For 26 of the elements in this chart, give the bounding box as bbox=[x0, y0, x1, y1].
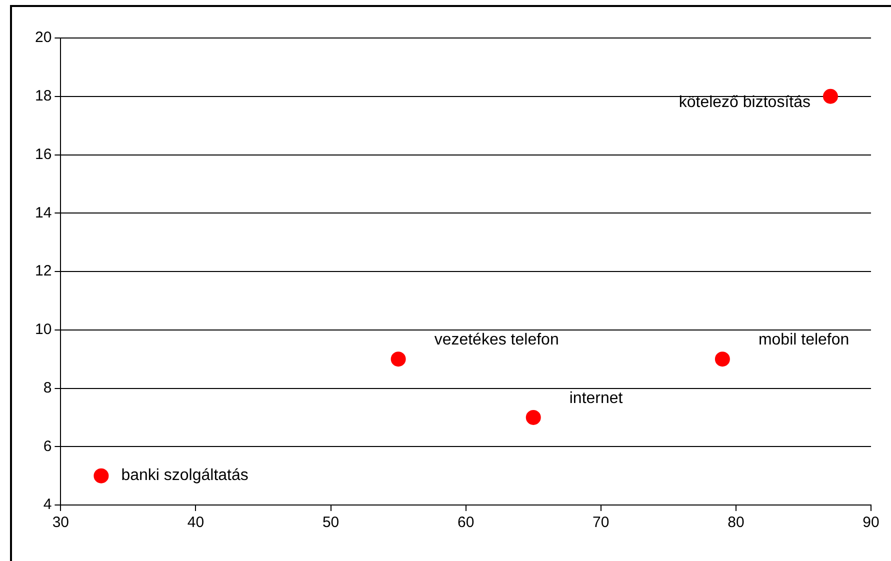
x-tick-label: 80 bbox=[728, 514, 744, 532]
y-tick-label: 16 bbox=[34, 146, 52, 163]
y-tick-label: 14 bbox=[34, 204, 52, 222]
point bbox=[94, 468, 109, 484]
annotation: internet bbox=[569, 390, 624, 407]
x-tick-label: 40 bbox=[187, 514, 204, 532]
y-tick-label: 12 bbox=[34, 262, 52, 280]
point bbox=[714, 352, 730, 367]
annotation: vezetékes telefon bbox=[434, 331, 559, 348]
y-tick-label: 8 bbox=[43, 379, 52, 396]
annotation: banki szolgáltatás bbox=[121, 467, 248, 484]
x-tick-label: 50 bbox=[322, 514, 340, 532]
point bbox=[390, 352, 406, 367]
annotation: kötelező biztosítás bbox=[678, 94, 810, 111]
x-tick-label: 60 bbox=[458, 514, 474, 532]
x-tick-label: 30 bbox=[52, 514, 70, 532]
y-tick-label: 6 bbox=[43, 438, 52, 455]
y-tick-label: 18 bbox=[34, 88, 52, 105]
y-tick-label: 10 bbox=[34, 321, 52, 338]
y-tick-label: 4 bbox=[43, 496, 52, 514]
point bbox=[526, 410, 541, 425]
x-tick-label: 70 bbox=[592, 514, 610, 532]
x-tick-label: 90 bbox=[862, 514, 880, 532]
annotation: mobil telefon bbox=[758, 331, 850, 348]
y-tick-label: 20 bbox=[34, 29, 52, 46]
point bbox=[822, 88, 838, 104]
